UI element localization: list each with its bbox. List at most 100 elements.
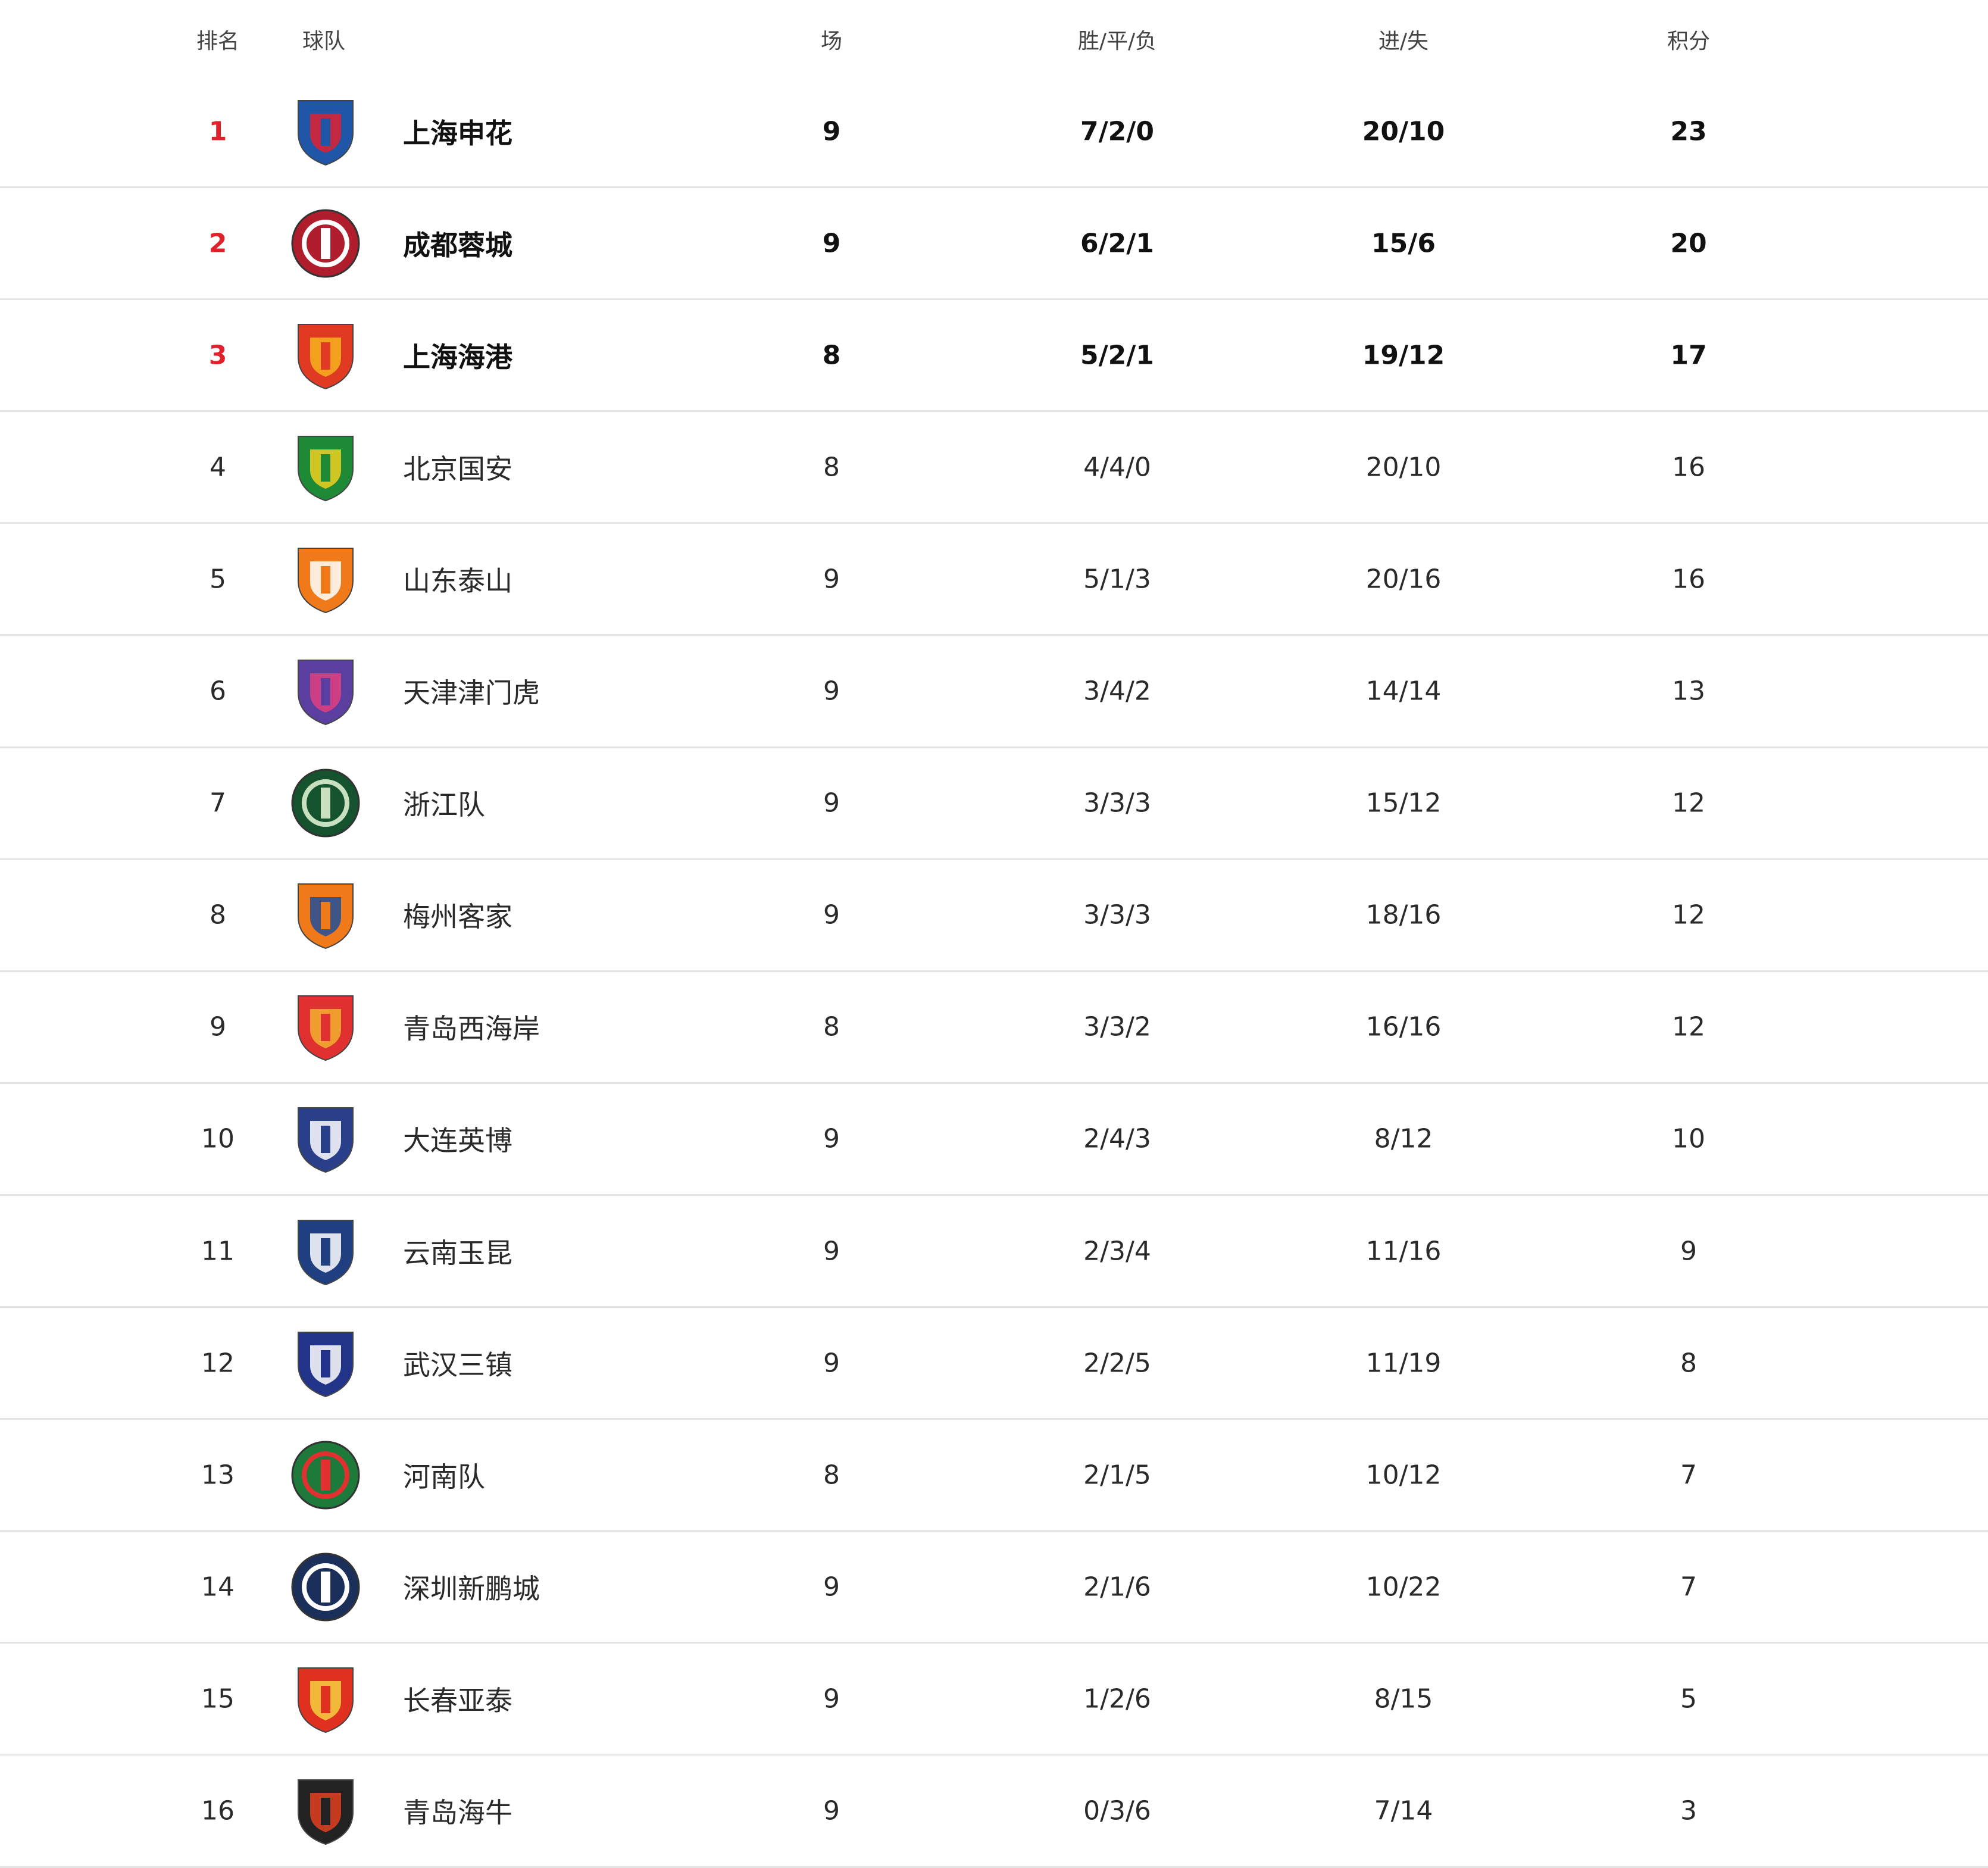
played: 9 xyxy=(823,788,840,819)
played: 9 xyxy=(823,1572,840,1603)
header-rank[interactable]: 排名 xyxy=(196,29,240,54)
team-name[interactable]: 青岛海牛 xyxy=(403,1797,512,1829)
played: 8 xyxy=(823,452,840,483)
team-name[interactable]: 深圳新鹏城 xyxy=(403,1572,540,1605)
tianjin-crest-icon xyxy=(298,660,354,726)
played: 8 xyxy=(823,1011,840,1042)
table-row[interactable]: 14 深圳新鹏城 9 2/1/6 10/22 7 xyxy=(0,1532,1988,1644)
points: 12 xyxy=(1672,1011,1705,1042)
table-row[interactable]: 2 成都蓉城 9 6/2/1 15/6 20 xyxy=(0,188,1988,301)
rank: 15 xyxy=(201,1683,235,1714)
played: 8 xyxy=(822,340,841,371)
hainiu-crest-icon xyxy=(298,1779,354,1845)
played: 9 xyxy=(823,1348,840,1379)
points: 20 xyxy=(1670,228,1707,259)
played: 9 xyxy=(822,228,841,259)
header-wdl[interactable]: 胜/平/负 xyxy=(1077,29,1157,54)
table-row[interactable]: 5 山东泰山 9 5/1/3 20/16 16 xyxy=(0,524,1988,636)
team-name[interactable]: 上海申花 xyxy=(403,117,512,149)
team-name[interactable]: 山东泰山 xyxy=(403,564,512,597)
table-row[interactable]: 3 上海海港 8 5/2/1 19/12 17 xyxy=(0,300,1988,413)
win-draw-loss: 3/3/3 xyxy=(1083,788,1151,819)
xihaian-crest-icon xyxy=(298,995,354,1061)
team-name[interactable]: 浙江队 xyxy=(403,789,485,821)
goals-for-against: 19/12 xyxy=(1362,340,1445,371)
team-name[interactable]: 河南队 xyxy=(403,1460,485,1493)
header-points[interactable]: 积分 xyxy=(1667,29,1711,54)
changchun-crest-icon xyxy=(298,1667,354,1733)
win-draw-loss: 1/2/6 xyxy=(1083,1683,1151,1714)
rank: 2 xyxy=(208,228,227,259)
rank: 1 xyxy=(208,116,227,146)
points: 10 xyxy=(1672,1123,1705,1154)
rank: 3 xyxy=(208,340,227,371)
table-row[interactable]: 8 梅州客家 9 3/3/3 18/16 12 xyxy=(0,860,1988,972)
played: 8 xyxy=(823,1460,840,1491)
header-team[interactable]: 球队 xyxy=(302,29,346,54)
win-draw-loss: 6/2/1 xyxy=(1080,228,1154,259)
rank: 12 xyxy=(201,1348,235,1379)
win-draw-loss: 2/1/6 xyxy=(1083,1572,1151,1603)
rank: 14 xyxy=(201,1572,235,1603)
chengdu-crest-icon xyxy=(291,209,360,278)
win-draw-loss: 2/1/5 xyxy=(1083,1460,1151,1491)
played: 9 xyxy=(823,1795,840,1826)
team-name[interactable]: 北京国安 xyxy=(403,452,512,485)
rank: 7 xyxy=(210,788,226,819)
win-draw-loss: 2/2/5 xyxy=(1083,1348,1151,1379)
table-row[interactable]: 11 云南玉昆 9 2/3/4 11/16 9 xyxy=(0,1196,1988,1308)
team-name[interactable]: 武汉三镇 xyxy=(403,1348,512,1381)
team-name[interactable]: 长春亚泰 xyxy=(403,1684,512,1717)
henan-crest-icon xyxy=(291,1441,360,1510)
win-draw-loss: 3/3/2 xyxy=(1083,1011,1151,1042)
win-draw-loss: 0/3/6 xyxy=(1083,1795,1151,1826)
team-name[interactable]: 大连英博 xyxy=(403,1124,512,1157)
table-row[interactable]: 6 天津津门虎 9 3/4/2 14/14 13 xyxy=(0,636,1988,748)
dalian-crest-icon xyxy=(298,1107,354,1173)
goals-for-against: 11/16 xyxy=(1365,1236,1442,1266)
table-row[interactable]: 7 浙江队 9 3/3/3 15/12 12 xyxy=(0,748,1988,860)
played: 9 xyxy=(823,1123,840,1154)
table-row[interactable]: 4 北京国安 8 4/4/0 20/10 16 xyxy=(0,412,1988,524)
goals-for-against: 10/12 xyxy=(1365,1460,1442,1491)
team-name[interactable]: 云南玉昆 xyxy=(403,1236,512,1269)
goals-for-against: 18/16 xyxy=(1365,899,1442,930)
table-row[interactable]: 10 大连英博 9 2/4/3 8/12 10 xyxy=(0,1084,1988,1196)
win-draw-loss: 2/3/4 xyxy=(1083,1236,1151,1266)
table-row[interactable]: 1 上海申花 9 7/2/0 20/10 23 xyxy=(0,76,1988,188)
points: 9 xyxy=(1680,1236,1697,1266)
goals-for-against: 8/12 xyxy=(1374,1123,1433,1154)
goals-for-against: 11/19 xyxy=(1365,1348,1442,1379)
points: 3 xyxy=(1680,1795,1697,1826)
team-name[interactable]: 梅州客家 xyxy=(403,901,512,933)
rank: 16 xyxy=(201,1795,235,1826)
goals-for-against: 8/15 xyxy=(1374,1683,1433,1714)
goals-for-against: 15/12 xyxy=(1365,788,1442,819)
table-row[interactable]: 15 长春亚泰 9 1/2/6 8/15 5 xyxy=(0,1644,1988,1756)
goals-for-against: 20/10 xyxy=(1365,452,1442,483)
wuhan-crest-icon xyxy=(298,1331,354,1397)
points: 23 xyxy=(1670,116,1707,146)
team-name[interactable]: 上海海港 xyxy=(403,341,512,373)
header-played[interactable]: 场 xyxy=(820,29,843,54)
points: 16 xyxy=(1672,564,1705,595)
yunnan-crest-icon xyxy=(298,1219,354,1285)
shenzhen-crest-icon xyxy=(291,1552,360,1622)
rank: 6 xyxy=(210,676,226,707)
table-row[interactable]: 16 青岛海牛 9 0/3/6 7/14 3 xyxy=(0,1756,1988,1868)
points: 8 xyxy=(1680,1348,1697,1379)
goals-for-against: 7/14 xyxy=(1374,1795,1433,1826)
points: 16 xyxy=(1672,452,1705,483)
points: 12 xyxy=(1672,899,1705,930)
rank: 13 xyxy=(201,1460,235,1491)
points: 13 xyxy=(1672,676,1705,707)
played: 9 xyxy=(823,564,840,595)
team-name[interactable]: 成都蓉城 xyxy=(403,229,512,261)
taishan-crest-icon xyxy=(298,547,354,613)
table-row[interactable]: 9 青岛西海岸 8 3/3/2 16/16 12 xyxy=(0,972,1988,1084)
table-row[interactable]: 13 河南队 8 2/1/5 10/12 7 xyxy=(0,1420,1988,1532)
table-row[interactable]: 12 武汉三镇 9 2/2/5 11/19 8 xyxy=(0,1308,1988,1420)
team-name[interactable]: 青岛西海岸 xyxy=(403,1013,540,1045)
header-goals[interactable]: 进/失 xyxy=(1378,29,1429,54)
team-name[interactable]: 天津津门虎 xyxy=(403,677,540,709)
